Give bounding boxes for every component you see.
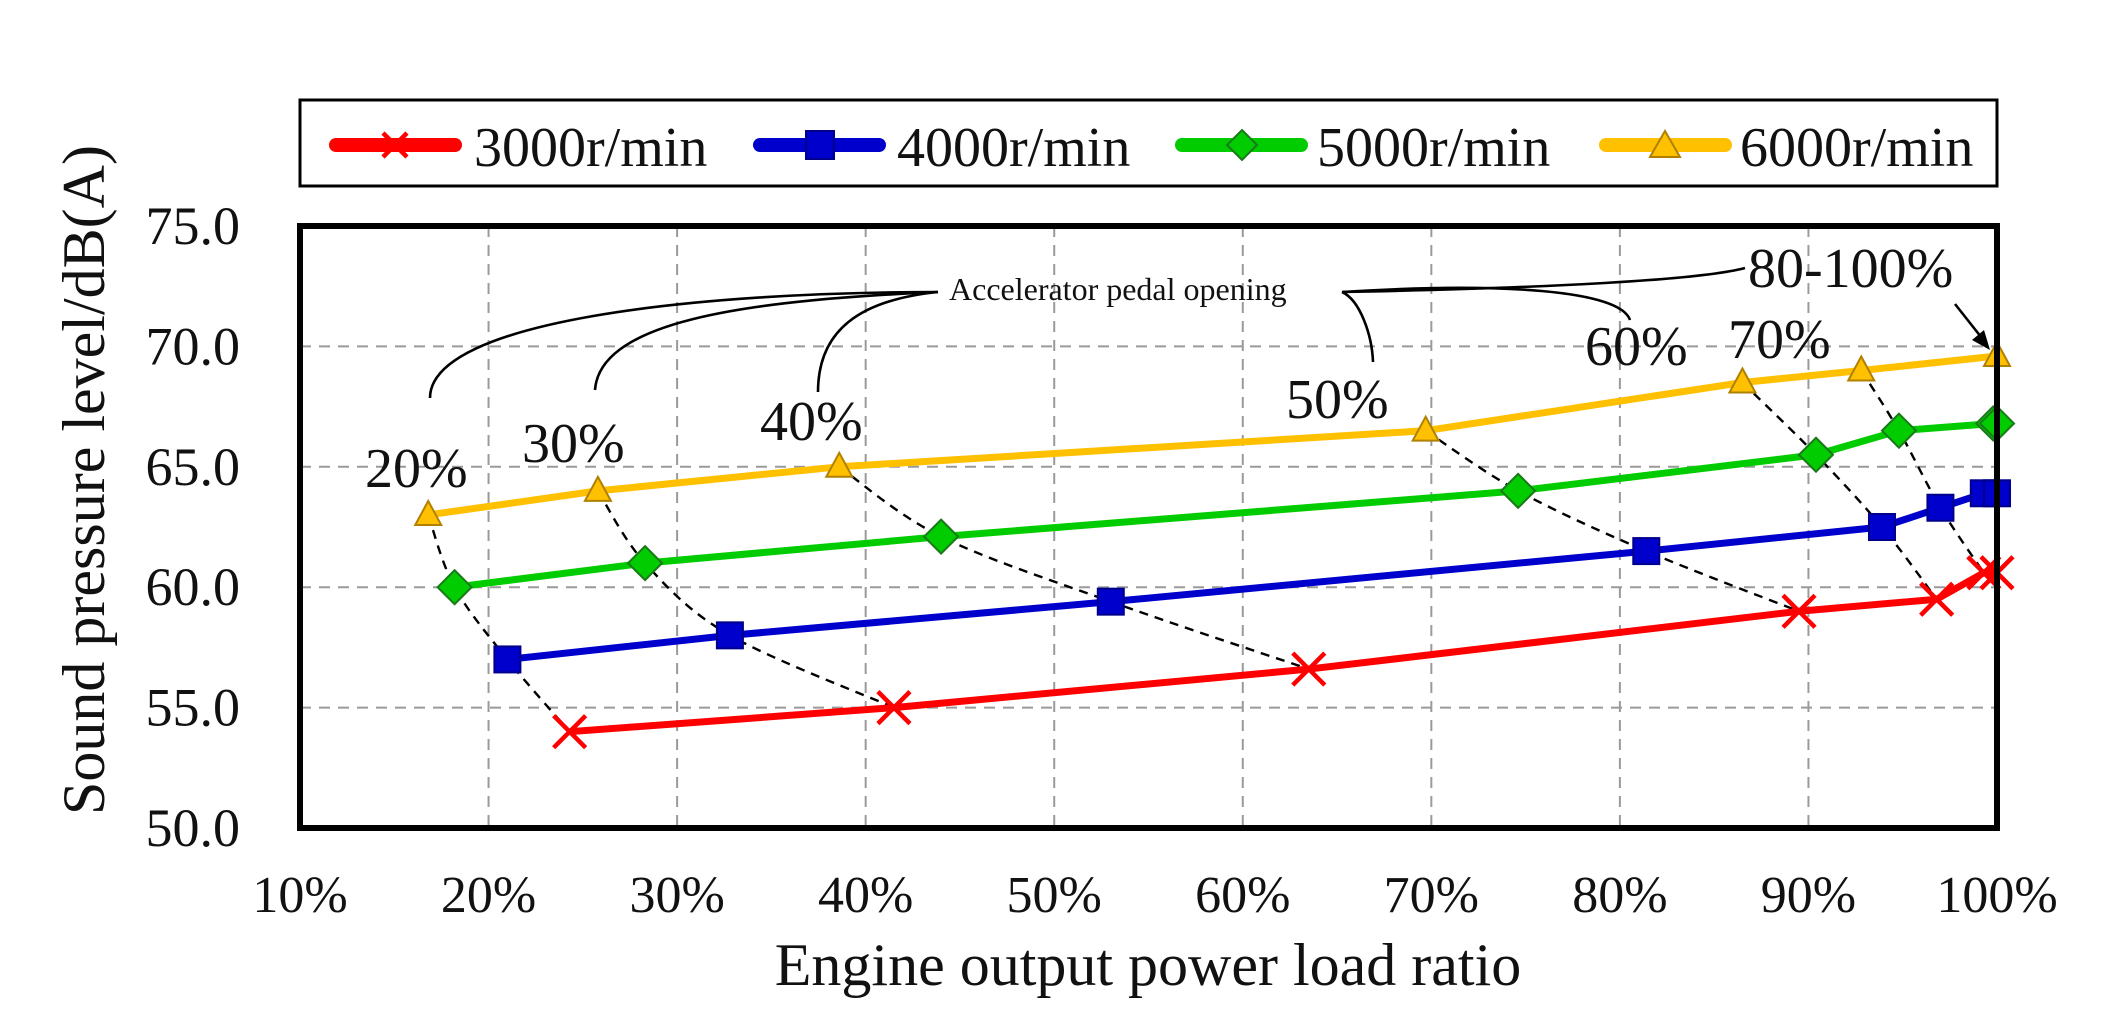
legend-marker-3000 xyxy=(381,131,409,159)
data-series xyxy=(413,339,2016,750)
legend-entry-3000: 3000r/min xyxy=(329,117,707,179)
legend-marker-5000 xyxy=(1225,128,1259,162)
y-tick-label: 65.0 xyxy=(146,437,241,497)
data-point xyxy=(1880,412,1918,450)
series-6000r/min xyxy=(413,339,2012,526)
data-point xyxy=(922,518,960,556)
x-tick-label: 60% xyxy=(1195,867,1290,924)
leader-40 xyxy=(816,290,939,393)
series-4000r/min xyxy=(493,479,2011,674)
data-point xyxy=(824,450,854,478)
annotation-20: 20% xyxy=(365,438,468,500)
leader-20 xyxy=(428,290,939,399)
pedal-curve-30% xyxy=(596,490,895,709)
data-point xyxy=(1797,436,1835,474)
data-point xyxy=(1096,587,1125,616)
annotation-70: 70% xyxy=(1728,309,1831,371)
y-tick-label: 60.0 xyxy=(146,557,241,617)
data-point xyxy=(1926,493,1955,522)
x-tick-label: 10% xyxy=(252,867,347,924)
legend-marker-6000 xyxy=(1648,128,1682,158)
data-point xyxy=(583,474,613,502)
pedal-annotation: Accelerator pedal opening 20% 30% 40% 50… xyxy=(365,238,1990,500)
annotation-80-100: 80-100% xyxy=(1748,238,1953,300)
leader-80 xyxy=(1341,266,1746,294)
y-axis-ticks: 50.0 55.0 60.0 65.0 70.0 75.0 xyxy=(146,196,241,858)
data-point xyxy=(413,498,443,526)
pedal-curve-40% xyxy=(838,465,1310,671)
data-point xyxy=(436,568,474,606)
legend-label-3000: 3000r/min xyxy=(474,117,707,179)
x-tick-label: 80% xyxy=(1572,867,1667,924)
x-tick-label: 90% xyxy=(1761,867,1856,924)
series-line xyxy=(427,352,1998,519)
data-point xyxy=(552,714,588,750)
annotation-title: Accelerator pedal opening xyxy=(949,271,1287,307)
x-axis-label: Engine output power load ratio xyxy=(775,932,1521,998)
x-tick-label: 100% xyxy=(1936,867,2057,924)
series-line xyxy=(454,419,1997,591)
series-3000r/min xyxy=(552,555,2015,750)
leader-60 xyxy=(1341,286,1632,321)
y-axis-label: Sound pressure level/dB(A) xyxy=(51,145,117,815)
y-tick-label: 50.0 xyxy=(146,798,241,858)
leader-50 xyxy=(1341,290,1375,363)
legend-label-5000: 5000r/min xyxy=(1317,117,1550,179)
x-tick-label: 30% xyxy=(629,867,724,924)
leader-30 xyxy=(593,290,939,391)
annotation-60: 60% xyxy=(1585,316,1688,378)
annotation-30: 30% xyxy=(522,413,625,475)
data-point xyxy=(1919,581,1955,617)
annotation-40: 40% xyxy=(760,391,863,453)
data-point xyxy=(715,621,744,650)
data-point xyxy=(1291,651,1327,687)
data-point xyxy=(493,645,522,674)
data-point xyxy=(1781,593,1817,629)
x-tick-label: 70% xyxy=(1384,867,1479,924)
leader-arrowhead xyxy=(1972,330,1990,350)
plot-frame xyxy=(297,223,2000,831)
legend-marker-4000 xyxy=(805,130,835,160)
data-point xyxy=(1411,414,1441,442)
legend-label-4000: 4000r/min xyxy=(897,117,1130,179)
pedal-curve-50% xyxy=(1425,429,1800,613)
y-tick-label: 70.0 xyxy=(146,316,241,376)
legend-label-6000: 6000r/min xyxy=(1740,117,1973,179)
legend-entry-5000: 5000r/min xyxy=(1175,117,1550,179)
x-tick-label: 20% xyxy=(441,867,536,924)
data-point xyxy=(1632,537,1661,566)
series-5000r/min xyxy=(436,405,2016,606)
y-tick-label: 55.0 xyxy=(146,678,241,738)
x-tick-label: 50% xyxy=(1007,867,1102,924)
data-point xyxy=(1499,472,1537,510)
data-point xyxy=(1727,366,1758,394)
legend-entry-4000: 4000r/min xyxy=(753,117,1130,179)
x-tick-label: 40% xyxy=(818,867,913,924)
data-point xyxy=(876,690,912,726)
pedal-curve-70% xyxy=(1860,369,1985,574)
legend: 3000r/min 4000r/min 5000r/min 6000r/min xyxy=(298,98,1999,188)
x-axis-ticks: 10% 20% 30% 40% 50% 60% 70% 80% 90% 100% xyxy=(252,867,2057,924)
annotation-50: 50% xyxy=(1286,369,1389,431)
pedal-curve-20% xyxy=(427,514,571,733)
legend-entry-6000: 6000r/min xyxy=(1599,117,1973,179)
data-point xyxy=(1846,354,1876,382)
pedal-curve-60% xyxy=(1741,381,1938,600)
data-point xyxy=(1867,513,1896,541)
data-point xyxy=(626,544,664,582)
y-tick-label: 75.0 xyxy=(146,196,241,256)
